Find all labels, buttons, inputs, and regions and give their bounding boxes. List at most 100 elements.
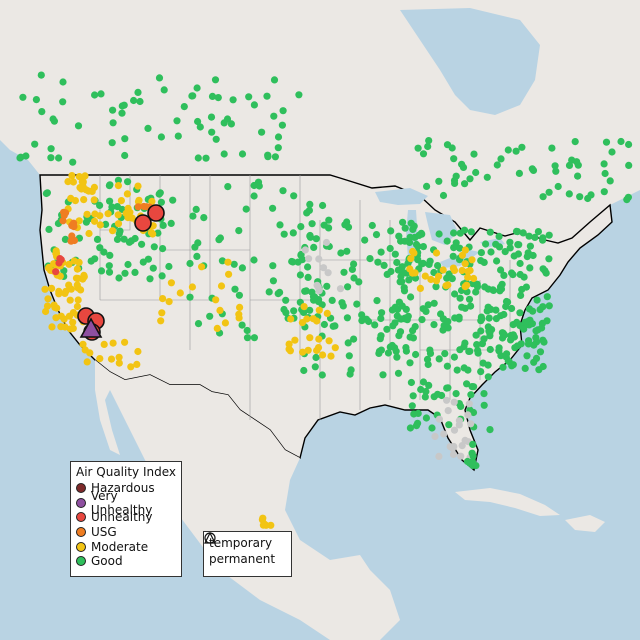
good-monitor-point <box>574 172 582 180</box>
moderate-monitor-point <box>75 217 83 225</box>
good-monitor-point <box>600 188 608 196</box>
moderate-monitor-point <box>79 340 87 348</box>
moderate-monitor-point <box>439 266 447 274</box>
moderate-monitor-point <box>235 310 243 318</box>
good-monitor-point <box>393 353 401 361</box>
good-monitor-point <box>378 309 386 317</box>
good-monitor-point <box>623 196 631 204</box>
good-monitor-point <box>468 449 476 457</box>
good-monitor-point <box>469 440 477 448</box>
good-monitor-point <box>539 236 547 244</box>
good-monitor-point <box>59 98 67 106</box>
good-monitor-point <box>521 364 529 372</box>
moderate-monitor-point <box>259 514 267 522</box>
good-monitor-point <box>320 320 328 329</box>
hazardous-circle-icon <box>76 483 86 494</box>
good-monitor-point <box>565 190 573 198</box>
moderate-monitor-point <box>96 221 104 229</box>
moderate-monitor-point <box>115 353 123 361</box>
good-monitor-point <box>235 291 243 299</box>
good-monitor-point <box>202 154 210 162</box>
good-monitor-point <box>238 321 246 329</box>
good-monitor-point <box>504 146 512 154</box>
moderate-monitor-point <box>117 197 125 205</box>
moderate-monitor-point <box>421 272 429 280</box>
moderate-monitor-point <box>463 281 471 289</box>
moderate-monitor-point <box>444 281 452 289</box>
good-monitor-point <box>274 290 282 298</box>
good-monitor-point <box>504 298 512 306</box>
good-monitor-point <box>306 200 314 208</box>
good-monitor-point <box>37 71 45 79</box>
good-monitor-point <box>477 317 485 325</box>
usg-monitor-point <box>140 202 148 211</box>
good-monitor-point <box>208 128 216 136</box>
lake-huron <box>425 212 458 245</box>
good-monitor-point <box>146 275 154 283</box>
moderate-monitor-point <box>96 212 104 220</box>
good-monitor-point <box>450 353 458 361</box>
good-monitor-point <box>552 167 560 175</box>
good-monitor-point <box>157 198 165 206</box>
aqi-legend-title: Air Quality Index <box>75 465 177 479</box>
good-monitor-point <box>391 250 399 258</box>
good-monitor-point <box>227 120 235 128</box>
good-monitor-point <box>492 240 500 248</box>
good-monitor-point <box>403 316 411 324</box>
good-monitor-point <box>428 424 436 432</box>
moderate-monitor-point <box>427 275 435 284</box>
good-monitor-point <box>157 133 165 141</box>
legend-label: USG <box>91 525 117 540</box>
good-monitor-point <box>472 168 480 177</box>
good-monitor-point <box>418 316 426 324</box>
good-monitor-point <box>298 256 306 264</box>
moderate-monitor-point <box>435 272 443 280</box>
good-monitor-point <box>165 262 173 271</box>
good-monitor-point <box>477 249 485 257</box>
good-monitor-point <box>487 305 495 313</box>
good-monitor-point <box>425 137 433 145</box>
good-monitor-point <box>304 263 312 271</box>
good-monitor-point <box>306 231 314 240</box>
unhealthy-monitor-point <box>52 268 60 276</box>
good-monitor-point <box>211 76 220 84</box>
moderate-monitor-point <box>314 344 323 352</box>
good-monitor-point <box>600 160 608 168</box>
moderate-monitor-point <box>67 194 75 202</box>
moderate-monitor-point <box>114 211 122 219</box>
good-monitor-point <box>325 224 333 232</box>
good-monitor-point <box>276 221 284 229</box>
moderate-monitor-point <box>52 314 60 322</box>
good-monitor-point <box>308 220 316 228</box>
good-monitor-point <box>186 293 194 301</box>
moderate-monitor-point <box>45 264 53 272</box>
no-data-monitor-point <box>450 442 458 451</box>
good-monitor-point <box>108 139 116 147</box>
good-monitor-point <box>130 96 138 105</box>
good-monitor-point <box>114 176 122 184</box>
moderate-monitor-point <box>217 282 226 290</box>
moderate-monitor-point <box>81 172 89 180</box>
good-monitor-point <box>274 144 282 152</box>
good-monitor-point <box>368 221 376 230</box>
good-monitor-point <box>464 366 472 374</box>
good-monitor-point <box>456 244 464 252</box>
good-monitor-point <box>545 255 553 263</box>
good-monitor-point <box>269 262 277 270</box>
good-monitor-point <box>554 182 562 191</box>
good-monitor-point <box>297 223 305 231</box>
good-monitor-point <box>477 368 485 376</box>
good-monitor-point <box>536 348 545 356</box>
moderate-monitor-point <box>287 315 295 323</box>
moderate-monitor-point <box>127 363 135 371</box>
good-monitor-point <box>193 252 201 260</box>
good-monitor-point <box>22 152 30 160</box>
temporary-monitor-marker <box>147 204 165 222</box>
legend-label: Good <box>91 554 123 569</box>
good-monitor-point <box>192 205 200 213</box>
good-monitor-point <box>372 231 381 239</box>
good-monitor-point <box>158 272 166 280</box>
good-monitor-point <box>499 363 507 371</box>
unhealthy-monitor-point <box>55 259 63 267</box>
good-monitor-point <box>189 92 197 100</box>
